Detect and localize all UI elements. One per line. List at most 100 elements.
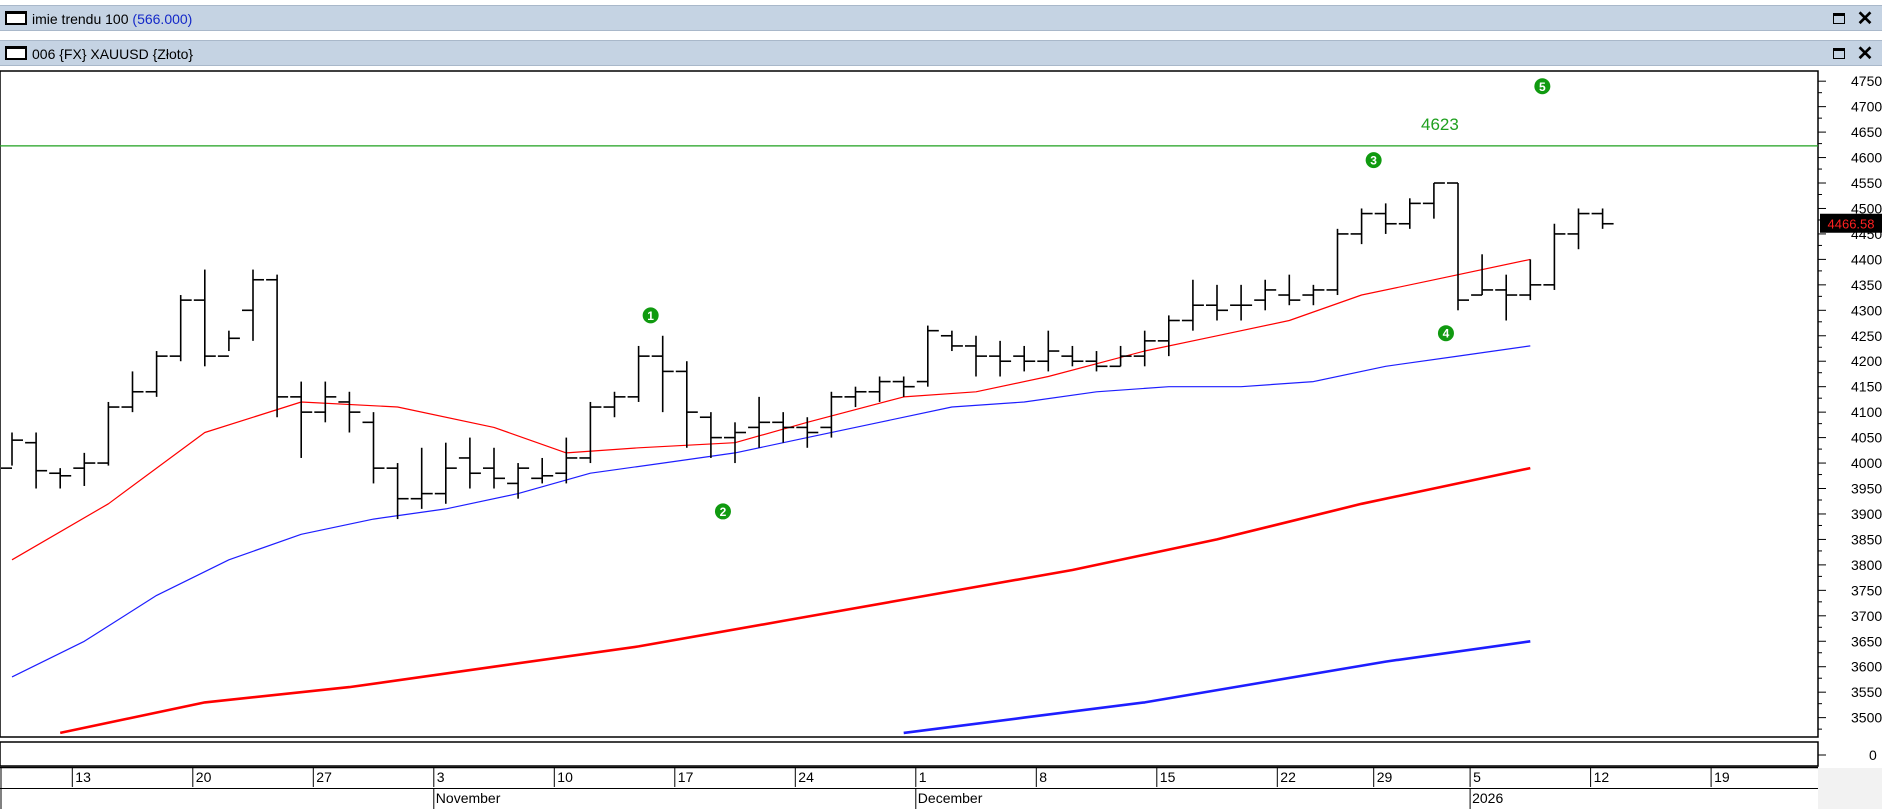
day-tick-label: 22: [1280, 769, 1296, 785]
ohlc-bar: [362, 412, 385, 484]
ohlc-bar: [989, 340, 1012, 377]
indicator-pane: [0, 741, 1819, 767]
ohlc-bar: [49, 468, 72, 489]
price-tick-label: 4200: [1851, 353, 1882, 369]
ohlc-bar: [603, 391, 626, 418]
ohlc-bar: [916, 325, 939, 387]
wave-marker-label: 4: [1443, 327, 1450, 341]
maximize-icon[interactable]: [1830, 10, 1848, 28]
wave-marker-label: 5: [1539, 80, 1546, 94]
wave-marker-label: 1: [647, 309, 654, 323]
wave-marker-5: 5: [1534, 78, 1551, 95]
ohlc-bar: [724, 422, 746, 464]
ohlc-bar: [434, 442, 457, 504]
ohlc-bar: [266, 274, 289, 418]
ohlc-bar: [555, 437, 578, 484]
price-axis[interactable]: 3500 3550 3600 3650 3700 3750 3800 3850 3900 3950…: [1818, 73, 1882, 763]
price-tick-label: 4350: [1851, 277, 1882, 293]
price-tick-label: 4050: [1851, 430, 1882, 446]
price-tick-label: 3850: [1851, 531, 1882, 547]
ohlc-bar: [1471, 254, 1494, 296]
ma-blue-thick-line: [903, 640, 1531, 735]
ohlc-bar: [699, 412, 722, 458]
price-tick-label: 3950: [1851, 481, 1882, 497]
chart-window-titlebar[interactable]: 006 {FX} XAUUSD {Złoto}: [0, 40, 1882, 66]
indicator-window-title: imie trendu 100 (566.000): [32, 11, 193, 27]
ohlc-bar: [217, 330, 240, 357]
ohlc-bar: [1591, 208, 1614, 229]
ohlc-bar: [1181, 279, 1204, 331]
time-axis[interactable]: 13 20 27 3 10 17 24 1 8 15 22 29 5 12 19 November Decemb…: [71, 767, 1730, 809]
price-tick-label: 3750: [1851, 582, 1882, 598]
ohlc-bar: [1326, 228, 1349, 296]
ohlc-bar: [1398, 198, 1421, 229]
ohlc-bar: [1374, 203, 1397, 234]
ohlc-bar: [1013, 345, 1036, 372]
price-tick-label: 3500: [1851, 710, 1882, 726]
chart-window-title: 006 {FX} XAUUSD {Złoto}: [32, 46, 194, 62]
wave-marker-label: 3: [1370, 154, 1377, 168]
wave-marker-circle: [642, 307, 659, 324]
day-tick-label: 1: [919, 769, 927, 785]
ohlc-bar: [1278, 274, 1301, 306]
price-tick-label: 4750: [1851, 73, 1882, 89]
ohlc-bar: [1302, 284, 1325, 306]
wave-marker-circle: [1437, 325, 1454, 342]
ohlc-bar: [627, 345, 650, 402]
wave-marker-label: 2: [720, 505, 727, 519]
price-tick-label: 3800: [1851, 557, 1882, 573]
ohlc-bar: [169, 295, 192, 362]
price-tick-label: 4500: [1851, 200, 1882, 216]
ohlc-bar: [579, 401, 602, 464]
month-tick-label: 2026: [1472, 790, 1503, 806]
ohlc-bar: [145, 351, 168, 397]
ohlc-bar: [1206, 284, 1228, 321]
chart-frame: [0, 70, 1819, 809]
ohlc-bar: [651, 335, 674, 413]
price-tick-label: 4100: [1851, 404, 1882, 420]
ohlc-bar: [965, 335, 987, 377]
day-tick-label: 13: [75, 769, 91, 785]
price-tick-label: 4550: [1851, 175, 1882, 191]
day-tick-label: 17: [678, 769, 694, 785]
price-tag-value: 4466.58: [1828, 217, 1875, 232]
price-tick-label: 3600: [1851, 659, 1882, 675]
price-tick-label: 3550: [1851, 684, 1882, 700]
window-icon[interactable]: [5, 46, 27, 60]
wave-marker-1: 1: [642, 307, 659, 324]
price-tag-bg: [1820, 213, 1882, 233]
wave-marker-circle: [1534, 78, 1551, 95]
ohlc-bar: [1447, 182, 1469, 311]
window-icon[interactable]: [5, 11, 27, 25]
price-pane: [0, 70, 1819, 738]
wave-marker-circle: [714, 503, 731, 520]
maximize-icon[interactable]: [1830, 45, 1848, 63]
ohlc-bar: [772, 412, 795, 443]
ohlc-bar: [314, 381, 337, 423]
ohlc-bar: [338, 391, 361, 433]
ohlc-bar: [892, 376, 915, 397]
ohlc-bar: [193, 269, 216, 367]
ohlc-bar: [820, 391, 843, 438]
ohlc-bar: [483, 447, 505, 489]
ohlc-bar: [1350, 208, 1373, 245]
ohlc-bar: [675, 361, 698, 448]
wave-marker-circle: [1365, 152, 1382, 169]
price-tick-label: 4400: [1851, 251, 1882, 267]
day-tick-label: 19: [1714, 769, 1730, 785]
day-tick-label: 5: [1473, 769, 1481, 785]
indicator-window-titlebar[interactable]: imie trendu 100 (566.000): [0, 5, 1882, 31]
month-tick-label: November: [436, 790, 501, 806]
price-tick-label: 4650: [1851, 124, 1882, 140]
ohlc-bar: [1422, 182, 1445, 219]
ohlc-bar: [97, 401, 120, 466]
day-tick-label: 12: [1594, 769, 1610, 785]
ohlc-bar: [73, 452, 96, 486]
ohlc-bar: [25, 432, 48, 489]
day-tick-label: 27: [316, 769, 332, 785]
ohlc-bar: [1109, 345, 1132, 368]
ohlc-bar: [386, 463, 409, 520]
ohlc-bar: [531, 457, 554, 484]
day-tick-label: 24: [798, 769, 814, 785]
